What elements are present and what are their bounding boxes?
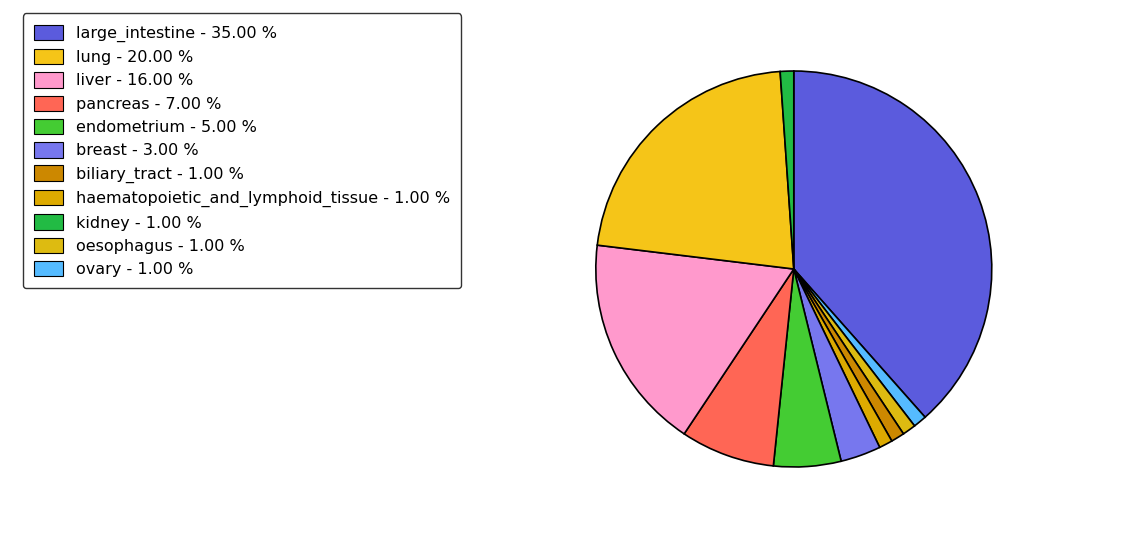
Wedge shape — [794, 269, 880, 461]
Wedge shape — [794, 269, 925, 426]
Wedge shape — [794, 71, 992, 417]
Wedge shape — [598, 72, 794, 269]
Wedge shape — [794, 269, 904, 441]
Legend: large_intestine - 35.00 %, lung - 20.00 %, liver - 16.00 %, pancreas - 7.00 %, e: large_intestine - 35.00 %, lung - 20.00 … — [23, 13, 460, 288]
Wedge shape — [794, 269, 914, 434]
Wedge shape — [773, 269, 841, 467]
Wedge shape — [595, 245, 794, 434]
Wedge shape — [794, 269, 891, 448]
Wedge shape — [684, 269, 794, 466]
Wedge shape — [780, 71, 794, 269]
